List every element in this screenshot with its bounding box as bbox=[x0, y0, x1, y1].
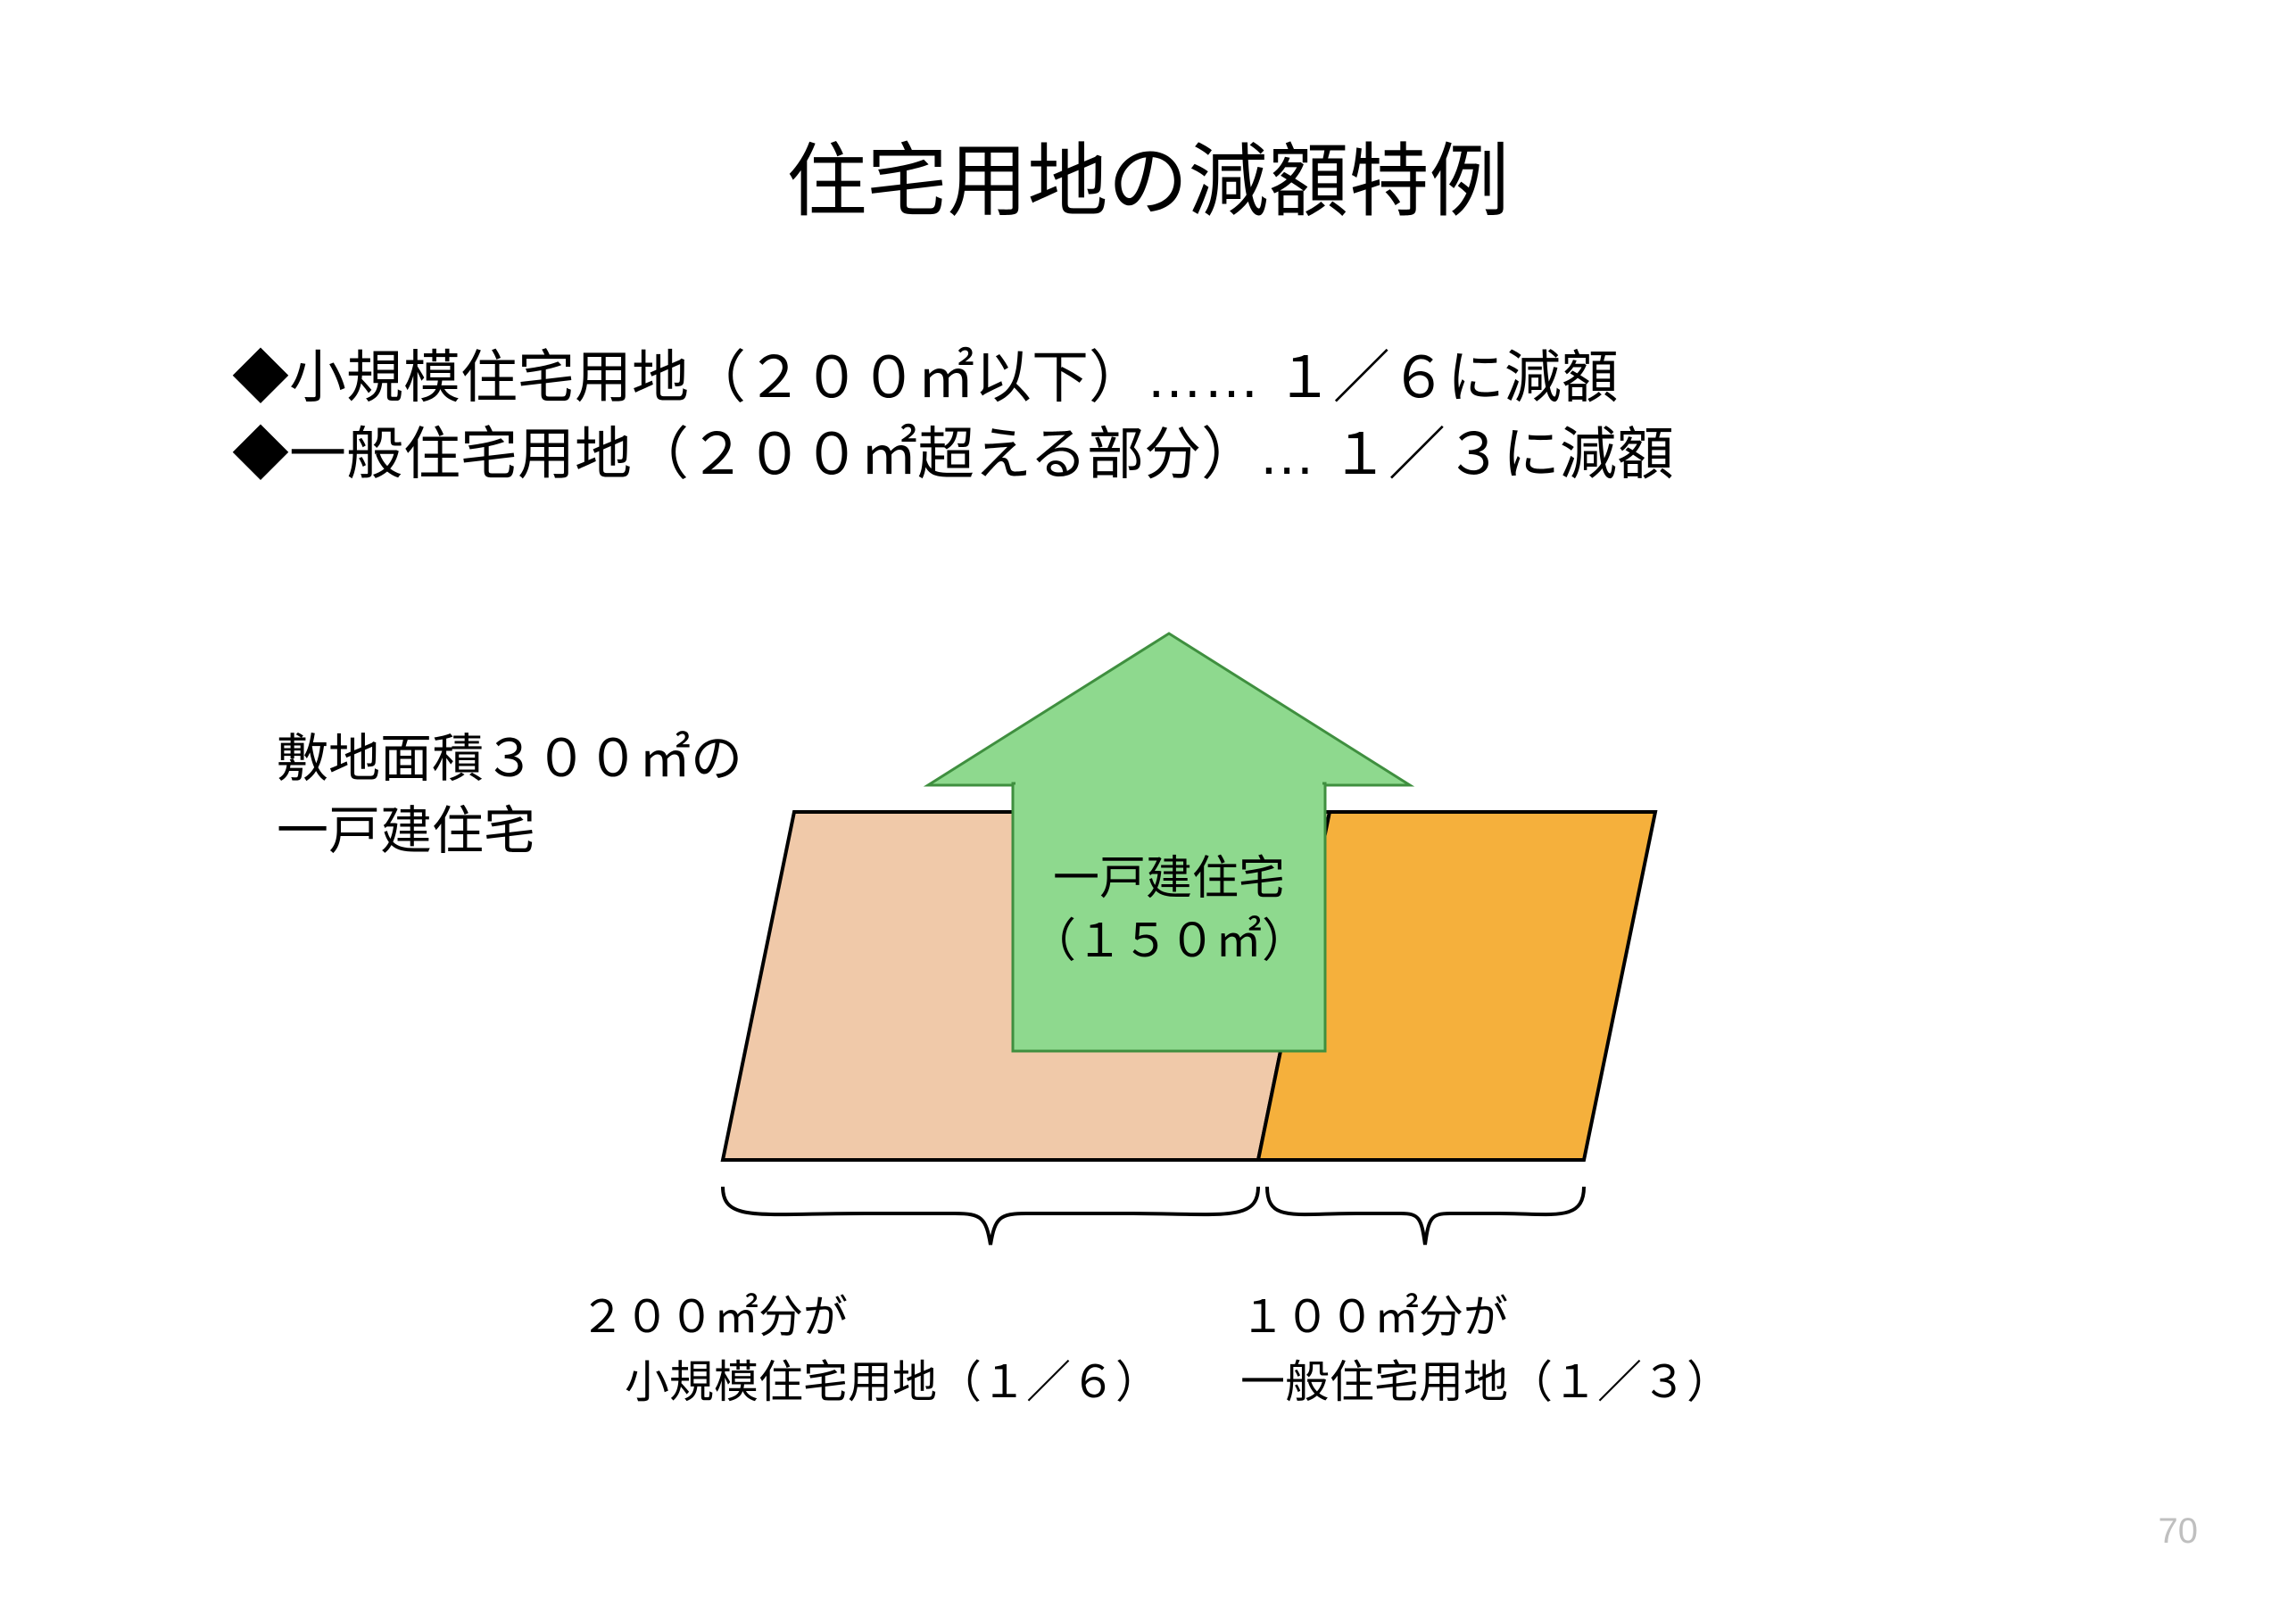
arrow-label-line: （１５０㎡） bbox=[1013, 910, 1325, 973]
arrow-join-cover bbox=[1015, 782, 1322, 789]
left-brace bbox=[723, 1187, 1258, 1245]
left-section-label: ２００㎡分が 小規模住宅用地（１／６） bbox=[580, 1285, 1160, 1414]
land-diagram: 一戸建住宅 （１５０㎡） bbox=[642, 625, 1919, 1267]
arrow-label-line: 一戸建住宅 bbox=[1013, 848, 1325, 910]
right-brace bbox=[1267, 1187, 1584, 1245]
slide-page: 住宅用地の減額特例 ◆小規模住宅用地（２００㎡以下）…… １／６に減額 ◆一般住… bbox=[0, 0, 2296, 1623]
label-line: 小規模住宅用地（１／６） bbox=[580, 1350, 1160, 1415]
right-section-label: １００㎡分が 一般住宅用地（１／３） bbox=[1240, 1285, 1731, 1414]
bullet-item: ◆一般住宅用地（２００㎡超える部分）… １／３に減額 bbox=[232, 416, 1674, 493]
label-line: １００㎡分が bbox=[1240, 1285, 1731, 1350]
bullet-item: ◆小規模住宅用地（２００㎡以下）…… １／６に減額 bbox=[232, 339, 1674, 416]
page-number: 70 bbox=[2159, 1511, 2199, 1552]
page-title: 住宅用地の減額特例 bbox=[0, 116, 2296, 232]
label-line: ２００㎡分が bbox=[580, 1285, 1160, 1350]
bullet-list: ◆小規模住宅用地（２００㎡以下）…… １／６に減額 ◆一般住宅用地（２００㎡超え… bbox=[232, 339, 1674, 493]
house-arrow-label: 一戸建住宅 （１５０㎡） bbox=[1013, 848, 1325, 973]
label-line: 一般住宅用地（１／３） bbox=[1240, 1350, 1731, 1415]
house-arrow-head bbox=[928, 633, 1410, 785]
